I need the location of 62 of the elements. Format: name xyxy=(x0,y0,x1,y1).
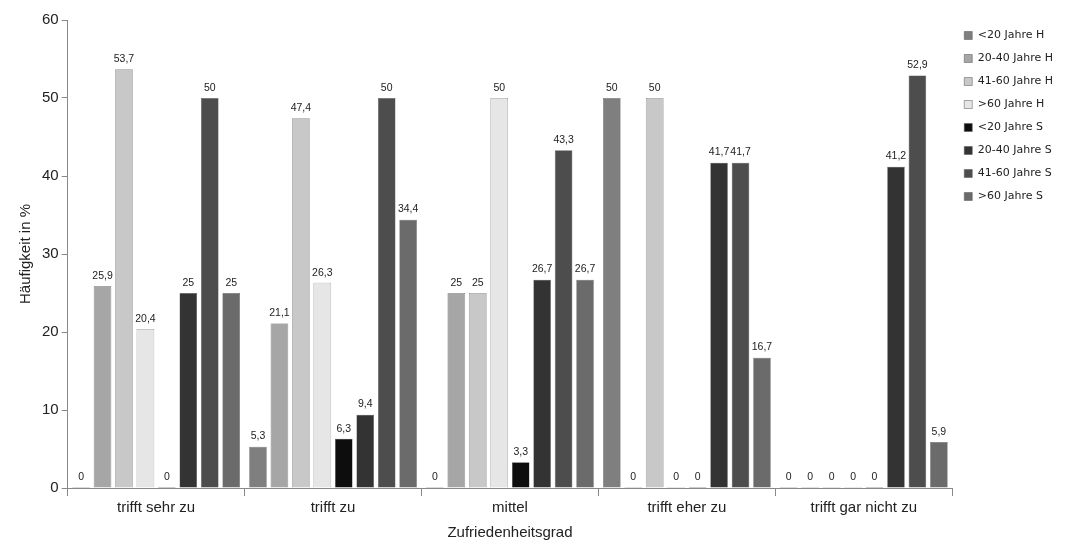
y-tick-label: 50 xyxy=(42,88,59,106)
data-label: 50 xyxy=(380,80,393,93)
data-label: 0 xyxy=(163,469,170,482)
data-label: 41,7 xyxy=(708,145,730,158)
x-tick-label: trifft gar nicht zu xyxy=(810,498,918,516)
data-label: 21,1 xyxy=(269,306,290,319)
y-tick-label: 20 xyxy=(42,322,59,340)
data-label: 26,7 xyxy=(531,262,553,275)
data-label: 0 xyxy=(78,469,85,482)
data-label: 50 xyxy=(648,80,661,93)
legend-label: >60 Jahre H xyxy=(977,97,1045,111)
legend-label: >60 Jahre S xyxy=(977,189,1043,203)
data-label: 41,2 xyxy=(885,149,907,162)
x-tick-label: trifft zu xyxy=(310,498,356,516)
legend-label: 41-60 Jahre S xyxy=(977,166,1052,180)
data-label: 0 xyxy=(807,469,814,482)
data-label: 20,4 xyxy=(135,311,156,324)
data-label: 0 xyxy=(673,469,680,482)
data-label: 50 xyxy=(203,80,216,93)
data-label: 26,7 xyxy=(574,262,596,275)
x-tick-label: trifft sehr zu xyxy=(117,498,196,516)
data-label: 0 xyxy=(630,469,637,482)
data-label: 25 xyxy=(471,275,484,288)
data-label: 9,4 xyxy=(357,397,373,410)
legend-label: 20-40 Jahre S xyxy=(977,143,1052,157)
data-label: 26,3 xyxy=(312,265,333,278)
data-label: 5,3 xyxy=(250,429,266,442)
data-label: 0 xyxy=(828,469,835,482)
y-tick-label: 30 xyxy=(42,244,59,262)
data-label: 50 xyxy=(605,80,618,93)
data-label: 0 xyxy=(850,469,857,482)
data-label: 0 xyxy=(431,469,438,482)
data-label: 0 xyxy=(871,469,878,482)
data-label: 25 xyxy=(182,275,195,288)
data-label: 47,4 xyxy=(290,100,312,113)
data-label: 41,7 xyxy=(730,145,751,158)
data-label: 34,4 xyxy=(397,202,419,215)
data-label: 6,3 xyxy=(336,421,352,434)
data-label: 3,3 xyxy=(513,444,529,457)
x-axis-title: Zufriedenheitsgrad xyxy=(447,523,573,541)
data-label: 16,7 xyxy=(751,340,773,353)
data-label: 25,9 xyxy=(92,268,113,281)
y-tick-label: 60 xyxy=(42,10,59,28)
data-label: 25 xyxy=(225,275,238,288)
y-tick-label: 40 xyxy=(42,166,59,184)
legend-label: <20 Jahre H xyxy=(977,28,1045,42)
y-tick-label: 10 xyxy=(42,400,59,418)
legend-label: <20 Jahre S xyxy=(977,120,1043,134)
x-tick-label: mittel xyxy=(492,498,528,516)
legend-label: 41-60 Jahre H xyxy=(977,74,1053,88)
data-label: 43,3 xyxy=(553,132,574,145)
legend-label: 20-40 Jahre H xyxy=(977,51,1053,65)
y-tick-label: 0 xyxy=(50,478,59,496)
y-axis-title: Häufigkeit in % xyxy=(16,203,34,305)
data-label: 50 xyxy=(493,80,506,93)
data-label: 5,9 xyxy=(931,424,947,437)
data-label: 53,7 xyxy=(113,51,135,64)
data-label: 52,9 xyxy=(907,58,928,71)
data-label: 0 xyxy=(785,469,792,482)
x-tick-label: trifft eher zu xyxy=(647,498,727,516)
data-label: 0 xyxy=(694,469,701,482)
data-label: 25 xyxy=(450,275,463,288)
